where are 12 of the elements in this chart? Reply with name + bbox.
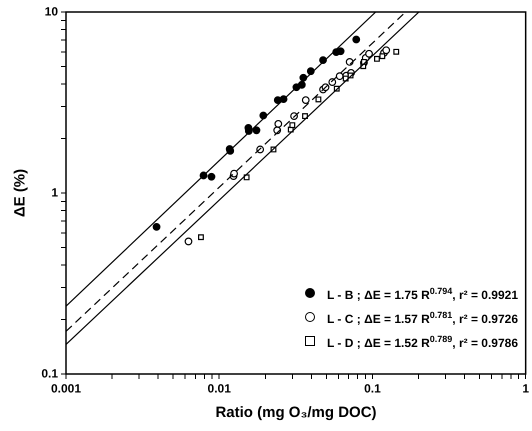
legend-label: L - C ; ΔE = 1.57 R$^{0.781}$, r² = 0.9726: [326, 309, 518, 328]
legend-label: L - D ; ΔE = 1.52 R$^{0.789}$, r² = 0.9786: [326, 333, 518, 352]
y-tick-label: 10: [44, 4, 58, 18]
x-axis-title: Ratio (mg O₃/mg DOC): [215, 404, 377, 421]
x-tick-label: 0.1: [364, 382, 382, 396]
x-tick-label: 1: [522, 382, 530, 396]
y-tick-label: 1: [51, 185, 58, 200]
x-tick-label: 0.01: [208, 382, 232, 396]
legend-label: L - B ; ΔE = 1.75 R$^{0.794}$, r² = 0.9921: [326, 285, 518, 304]
y-tick-label: 0.1: [41, 366, 58, 380]
y-axis-title: ΔE (%): [12, 168, 28, 218]
x-tick-label: 0.001: [50, 382, 82, 396]
